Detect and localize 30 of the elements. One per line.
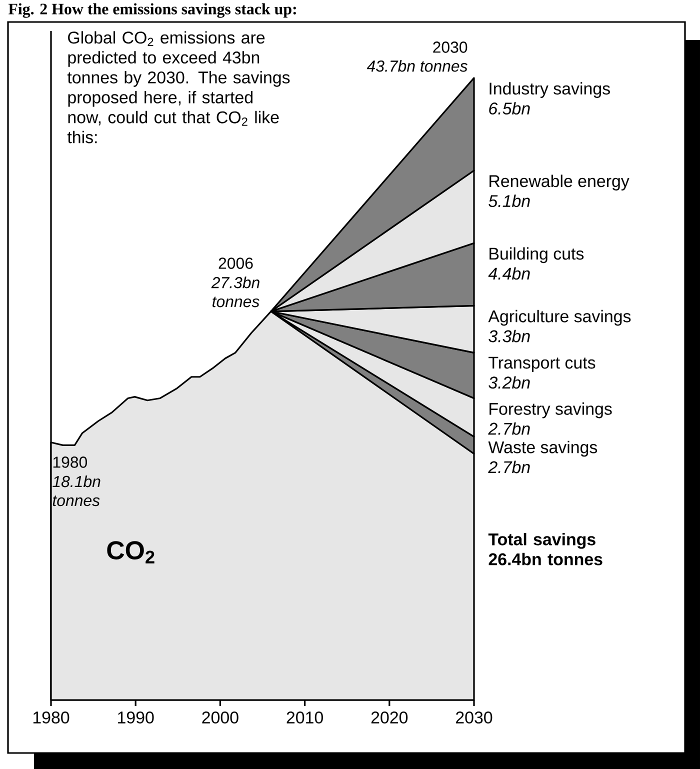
series-label: Forestry savings	[490, 402, 612, 418]
annotation: 2.7bn	[488, 460, 530, 474]
x-tick-label: 1980	[33, 712, 70, 724]
annotation: 2030	[433, 42, 468, 53]
series-label: Transport cuts	[488, 356, 596, 372]
annotation: 43.7bn tonnes	[366, 60, 468, 72]
x-tick-label: 2030	[456, 712, 492, 724]
annotation: 2.7bn	[488, 422, 530, 435]
series-label: Renewable energy	[490, 174, 630, 190]
text: Total savings 26.4bn tonnes	[488, 532, 602, 566]
chart-title: Fig. 2 How the emissions savings stack up:	[8, 3, 296, 18]
series-label: Waste savings	[488, 440, 598, 457]
annotation: 6.5bn	[489, 102, 530, 115]
data-label: 27.3bn tonnes	[211, 276, 260, 308]
x-tick-label: 2010	[286, 712, 323, 724]
data-label: 18.1bn tonnes	[52, 475, 100, 506]
x-tick-label: 2000	[202, 712, 238, 724]
series-label: Industry savings	[490, 82, 610, 98]
annotation: 3.3bn	[488, 330, 530, 342]
text: Global CO$_{2}$ emissions are predicted to exceed 43bn tonnes by 2030. The savings proposed here, if started now, could cut that CO$_{2}$ like this:	[67, 31, 290, 144]
x-tick-label: 2020	[371, 712, 408, 724]
series-label: CO$_{2}$	[107, 541, 154, 564]
annotation: 1980	[53, 456, 88, 468]
annotation: 3.2bn	[488, 376, 530, 389]
annotation: 4.4bn	[488, 267, 530, 280]
annotation: 2006	[218, 258, 253, 269]
annotation: 5.1bn	[488, 194, 530, 208]
x-tick-label: 1990	[118, 712, 154, 724]
series-label: Building cuts	[490, 247, 584, 264]
series-label: Agriculture savings	[488, 310, 631, 326]
